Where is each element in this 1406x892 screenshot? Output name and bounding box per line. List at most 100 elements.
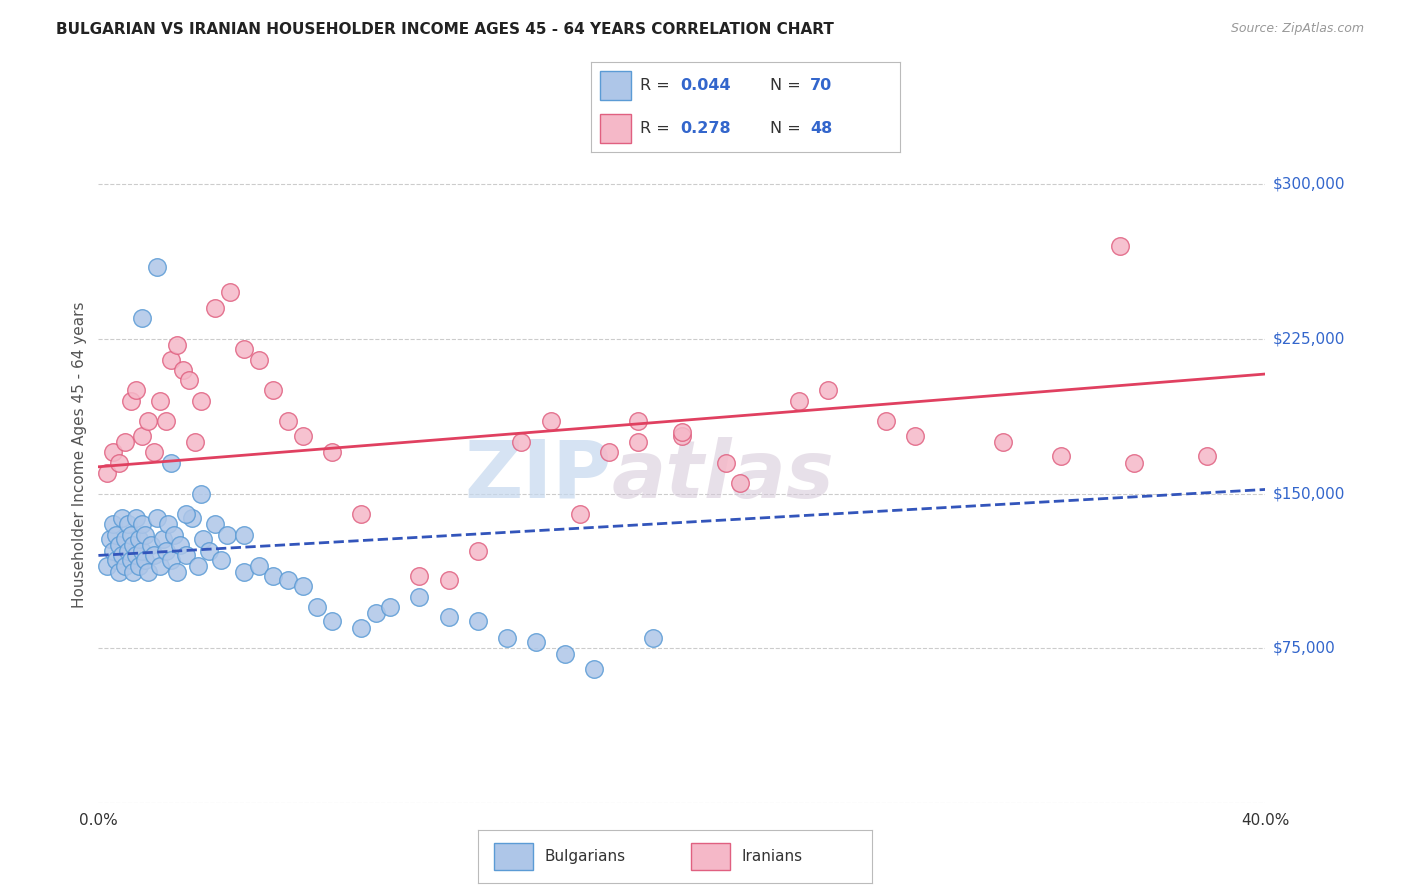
Point <box>125 511 148 525</box>
Point <box>96 558 118 573</box>
Text: $225,000: $225,000 <box>1272 332 1344 346</box>
Point <box>190 486 212 500</box>
Point <box>160 456 183 470</box>
Point <box>160 352 183 367</box>
Text: R =: R = <box>640 121 675 136</box>
Point <box>291 579 314 593</box>
Text: R =: R = <box>640 78 675 93</box>
Point <box>1195 450 1218 464</box>
Text: 0.044: 0.044 <box>681 78 731 93</box>
Point <box>671 425 693 439</box>
Text: $75,000: $75,000 <box>1272 640 1336 656</box>
Text: 70: 70 <box>810 78 832 93</box>
Point <box>1123 456 1146 470</box>
Point <box>787 393 810 408</box>
Point <box>166 565 188 579</box>
Point <box>128 558 150 573</box>
Point <box>180 511 202 525</box>
Point <box>262 569 284 583</box>
Point <box>131 517 153 532</box>
Text: ZIP: ZIP <box>464 437 612 515</box>
Point <box>108 565 131 579</box>
Point <box>627 435 650 450</box>
Point <box>120 552 142 566</box>
Point <box>114 532 136 546</box>
Point <box>437 610 460 624</box>
Point <box>183 435 205 450</box>
Point <box>495 631 517 645</box>
Bar <box>600 114 631 143</box>
Point <box>904 429 927 443</box>
Point <box>627 414 650 428</box>
Point <box>218 285 240 299</box>
Text: $300,000: $300,000 <box>1272 177 1346 192</box>
Point <box>101 517 124 532</box>
Point <box>190 393 212 408</box>
Point <box>146 260 169 274</box>
Point <box>101 544 124 558</box>
Point <box>122 538 145 552</box>
Point <box>187 558 209 573</box>
Point <box>108 538 131 552</box>
Point <box>146 511 169 525</box>
Point <box>204 517 226 532</box>
Text: Source: ZipAtlas.com: Source: ZipAtlas.com <box>1230 22 1364 36</box>
Point <box>131 311 153 326</box>
Bar <box>494 843 533 870</box>
Point <box>108 456 131 470</box>
Point <box>104 552 127 566</box>
Point <box>125 549 148 563</box>
Point <box>157 517 180 532</box>
Point <box>554 648 576 662</box>
Point <box>875 414 897 428</box>
Point <box>139 538 162 552</box>
Point <box>321 445 343 459</box>
Point <box>817 384 839 398</box>
Point <box>172 363 194 377</box>
Point <box>169 538 191 552</box>
Point <box>134 552 156 566</box>
Point <box>1050 450 1073 464</box>
Point <box>307 599 329 614</box>
Bar <box>690 843 730 870</box>
Point <box>408 590 430 604</box>
Point <box>155 414 177 428</box>
Point <box>111 511 134 525</box>
Point <box>136 414 159 428</box>
Point <box>128 532 150 546</box>
Point <box>364 606 387 620</box>
Point <box>134 528 156 542</box>
Point <box>149 558 172 573</box>
Point <box>131 544 153 558</box>
Point <box>215 528 238 542</box>
Bar <box>600 71 631 100</box>
Point <box>568 507 591 521</box>
Text: N =: N = <box>770 121 806 136</box>
Point <box>728 476 751 491</box>
Point <box>120 393 142 408</box>
Point <box>174 507 197 521</box>
Point <box>117 517 139 532</box>
Point <box>350 507 373 521</box>
Point <box>125 384 148 398</box>
Point <box>204 301 226 315</box>
Point <box>598 445 620 459</box>
Point <box>467 544 489 558</box>
Point <box>671 429 693 443</box>
Point <box>209 552 232 566</box>
Point <box>177 373 200 387</box>
Point <box>262 384 284 398</box>
Point <box>350 621 373 635</box>
Point <box>152 532 174 546</box>
Point <box>247 352 270 367</box>
Point <box>96 466 118 480</box>
Point <box>160 552 183 566</box>
Point <box>291 429 314 443</box>
Point <box>149 393 172 408</box>
Point <box>193 532 215 546</box>
Text: 0.278: 0.278 <box>681 121 731 136</box>
Point <box>277 573 299 587</box>
Point <box>233 343 256 357</box>
Point <box>524 635 547 649</box>
Point <box>114 558 136 573</box>
